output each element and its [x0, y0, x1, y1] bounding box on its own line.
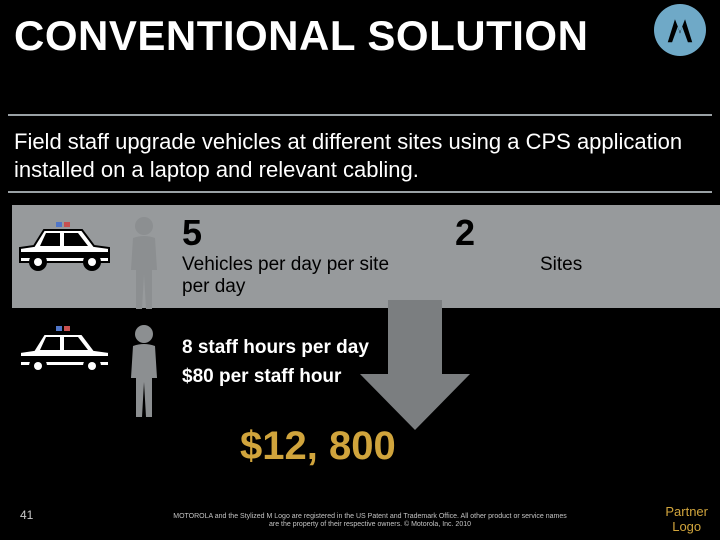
divider-bottom [8, 191, 712, 193]
police-car-icon [14, 216, 114, 276]
stats-band-accent [0, 205, 12, 308]
legal-text: MOTOROLA and the Stylized M Logo are reg… [170, 513, 570, 531]
down-arrow-icon [360, 300, 470, 430]
partner-line-2: Logo [665, 520, 708, 534]
metric-label-2: Sites [540, 254, 582, 276]
cost-line-2: $80 per staff hour [182, 366, 341, 388]
metric-label-1: Vehicles per day per site per day [182, 254, 412, 298]
partner-line-1: Partner [665, 505, 708, 519]
partner-logo-placeholder: Partner Logo [665, 505, 708, 534]
cost-line-1: 8 staff hours per day [182, 337, 369, 359]
divider-top [8, 114, 712, 116]
slide-container: CONVENTIONAL SOLUTION Field staff upgrad… [0, 0, 720, 540]
description-text: Field staff upgrade vehicles at differen… [14, 128, 704, 184]
metric-value-1: 5 [182, 212, 202, 254]
total-cost: $12, 800 [240, 424, 396, 469]
person-icon [122, 214, 166, 314]
metric-value-2: 2 [455, 212, 475, 254]
page-number: 41 [20, 508, 33, 522]
person-icon [122, 322, 166, 422]
motorola-logo-icon [654, 4, 706, 56]
police-car-icon [14, 320, 114, 380]
slide-title: CONVENTIONAL SOLUTION [14, 12, 588, 60]
